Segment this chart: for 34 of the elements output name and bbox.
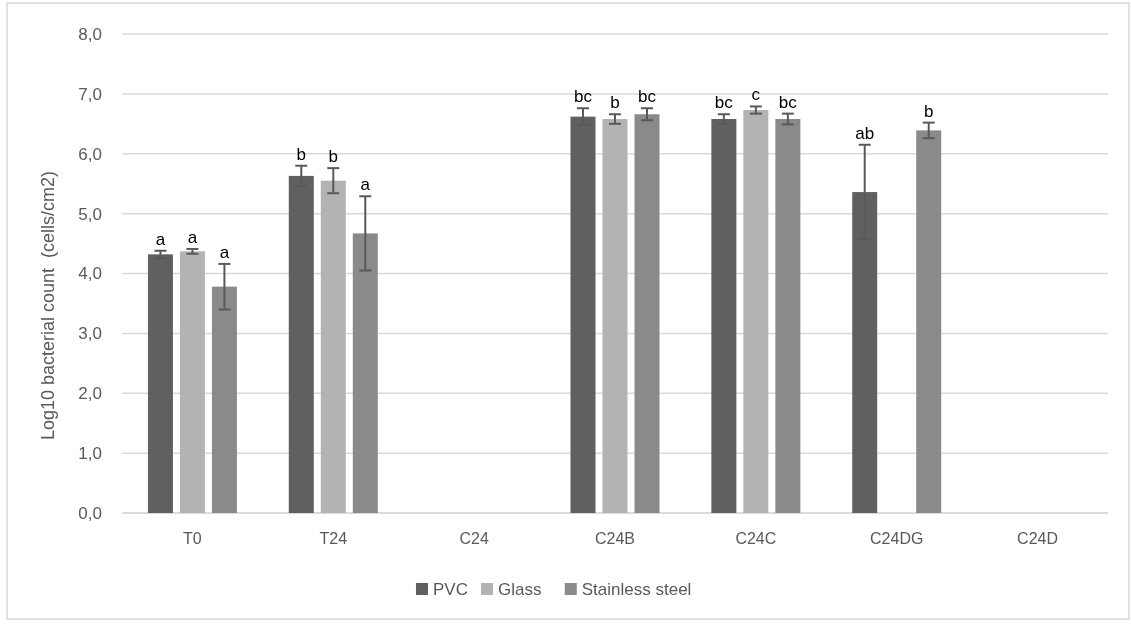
data-label: ab — [855, 123, 875, 143]
y-tick-label: 6,0 — [78, 144, 102, 164]
x-tick-label: T24 — [319, 530, 348, 547]
legend-label: Glass — [498, 579, 542, 599]
y-axis-title: Log10 bacterial count (cells/cm2) — [38, 170, 58, 441]
y-tick-label: 8,0 — [78, 24, 102, 44]
data-label: a — [155, 229, 166, 249]
legend-label: PVC — [432, 579, 468, 599]
data-label: c — [751, 85, 761, 105]
data-label: b — [610, 93, 620, 113]
x-tick-label: C24C — [735, 530, 777, 547]
y-tick-label: 5,0 — [78, 204, 102, 224]
y-tick-label: 4,0 — [78, 264, 102, 284]
y-tick-label: 3,0 — [78, 324, 102, 344]
x-tick-label: C24 — [459, 530, 489, 547]
data-label: bc — [778, 92, 798, 112]
x-tick-label: C24B — [594, 530, 636, 547]
data-label: bc — [638, 87, 657, 107]
legend-label: Stainless steel — [581, 579, 692, 599]
data-label: b — [923, 101, 934, 121]
data-label: a — [360, 175, 371, 195]
data-label: b — [328, 147, 339, 167]
y-tick-label: 1,0 — [78, 444, 102, 464]
x-tick-label: C24D — [1017, 530, 1059, 547]
data-label: b — [296, 144, 307, 164]
y-tick-label: 7,0 — [78, 84, 102, 104]
x-tick-label: T0 — [183, 530, 202, 547]
data-label: bc — [574, 87, 593, 107]
data-label: a — [187, 227, 198, 247]
data-label: bc — [714, 93, 734, 113]
x-tick-label: C24DG — [870, 530, 924, 547]
data-label: a — [219, 242, 230, 262]
y-tick-label: 2,0 — [78, 384, 102, 404]
y-tick-label: 0,0 — [78, 503, 102, 523]
